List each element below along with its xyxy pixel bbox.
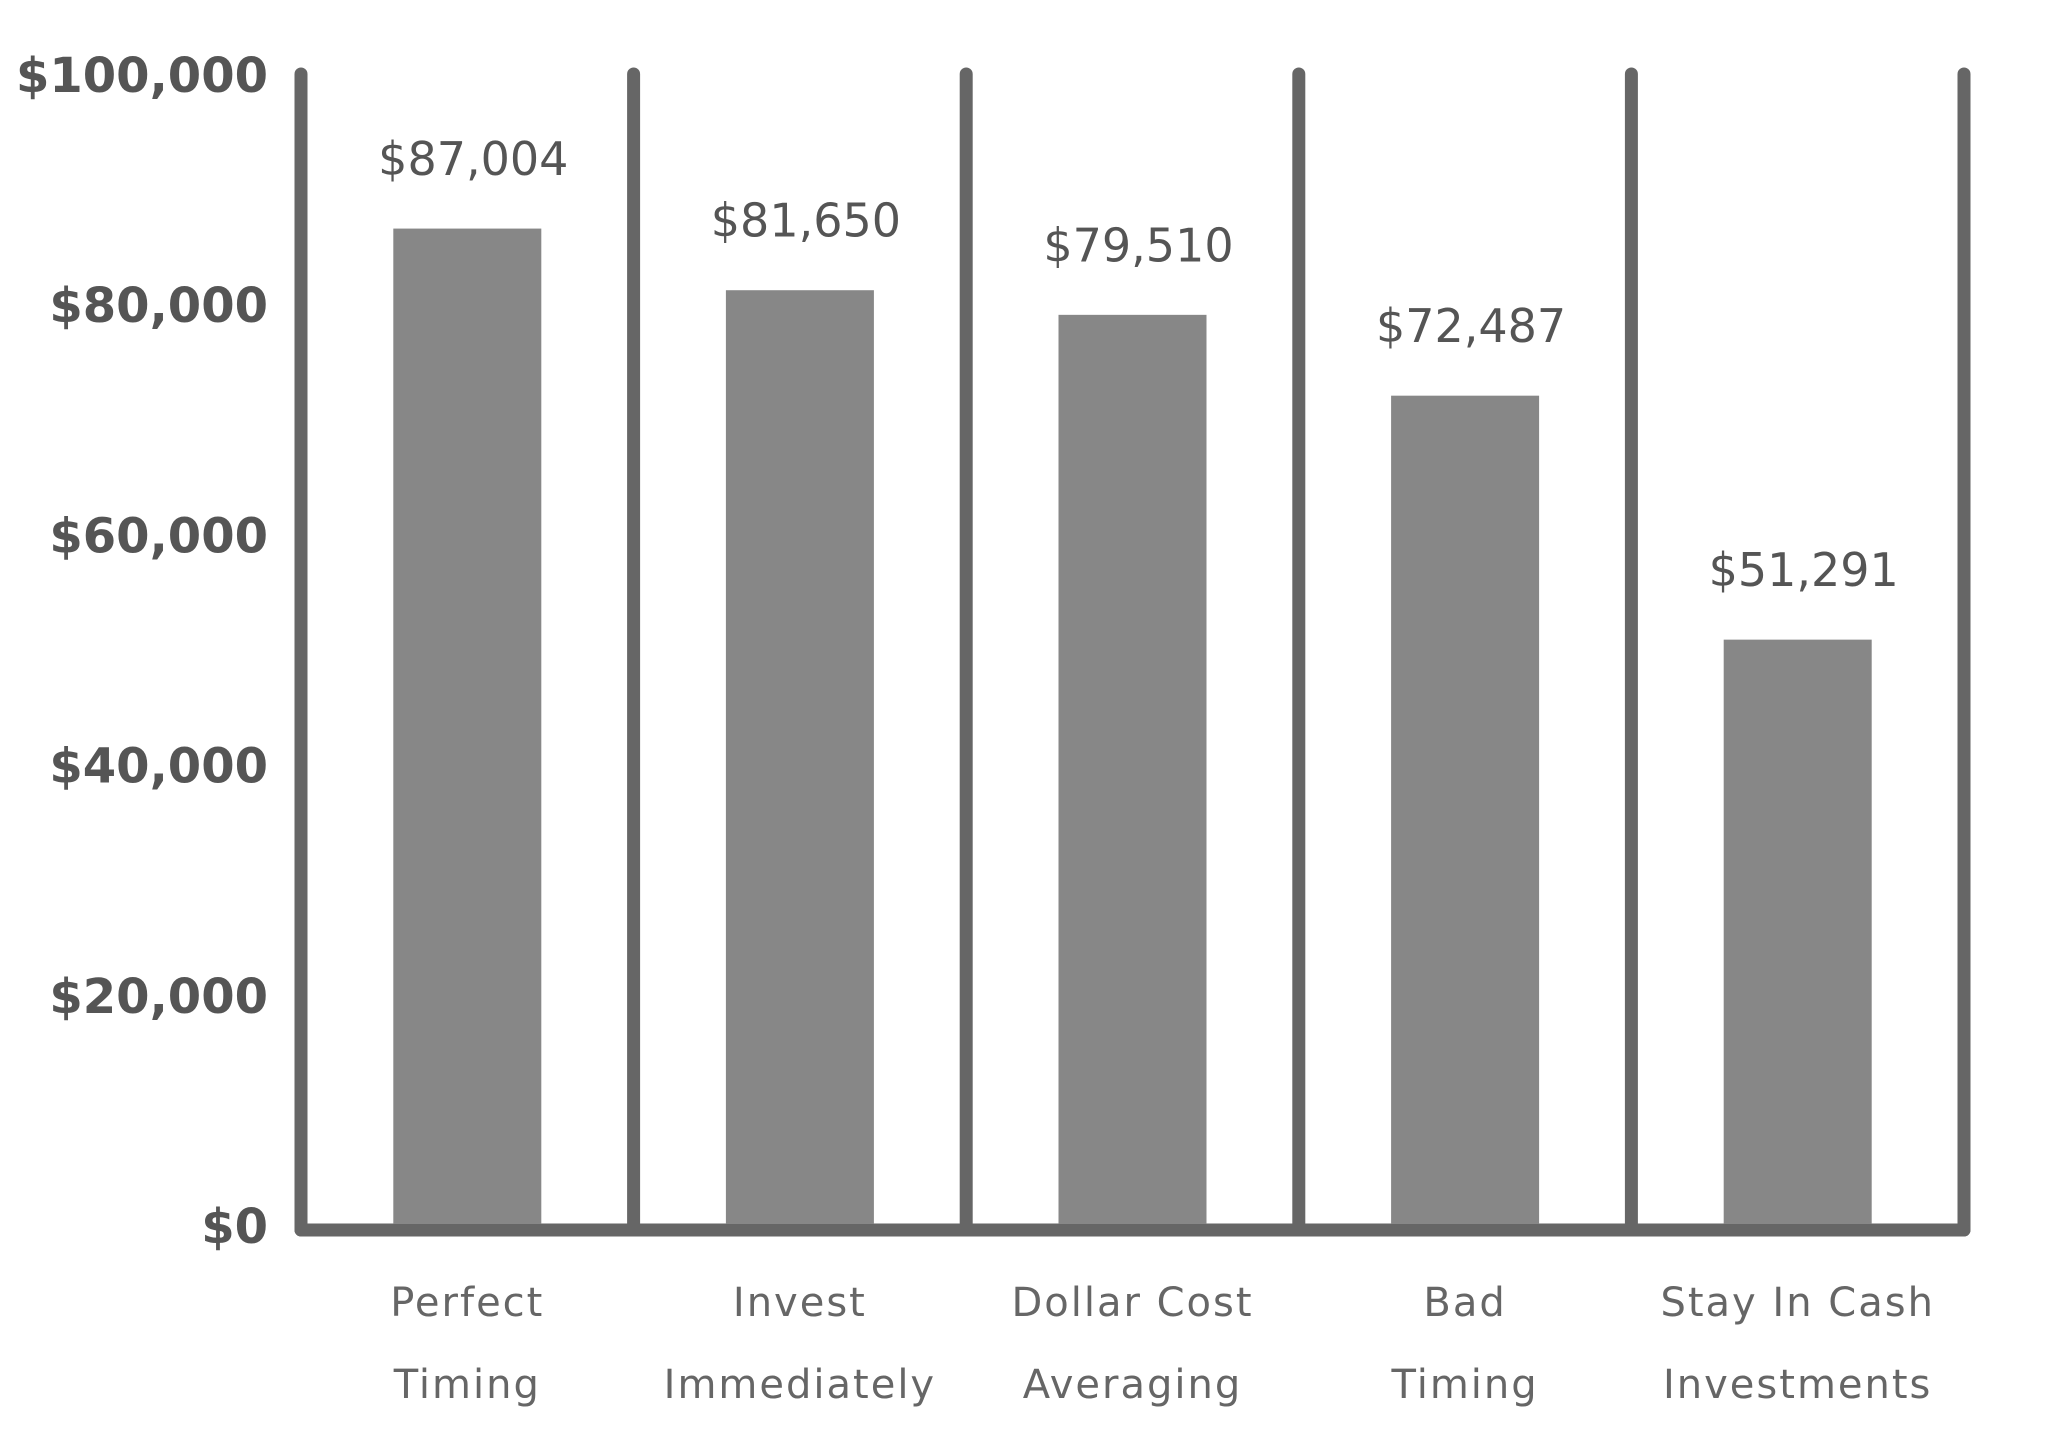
y-tick-label: $80,000	[49, 278, 268, 334]
y-tick-label: $20,000	[49, 969, 268, 1025]
x-tick-label: Invest Immediately	[663, 1280, 937, 1408]
bar	[1391, 395, 1540, 1224]
y-tick-label: $60,000	[49, 508, 268, 564]
bar	[1723, 639, 1872, 1224]
value-label: $72,487	[1376, 299, 1566, 353]
x-tick-label: Perfect Timing	[390, 1280, 545, 1408]
x-tick-label: Bad Timing	[1391, 1280, 1539, 1408]
bar	[725, 290, 874, 1224]
y-tick-label: $40,000	[49, 739, 268, 795]
value-label: $81,650	[711, 194, 901, 248]
x-tick-label: Stay In Cash Investments	[1660, 1280, 1935, 1408]
x-tick-label: Dollar Cost Averaging	[1011, 1280, 1254, 1408]
value-label: $51,291	[1709, 543, 1899, 597]
value-label: $87,004	[378, 132, 568, 186]
bar	[1058, 314, 1207, 1224]
y-tick-label: $100,000	[16, 48, 268, 104]
value-label: $79,510	[1043, 218, 1233, 272]
y-tick-label: $0	[201, 1199, 268, 1255]
bar	[393, 228, 542, 1224]
